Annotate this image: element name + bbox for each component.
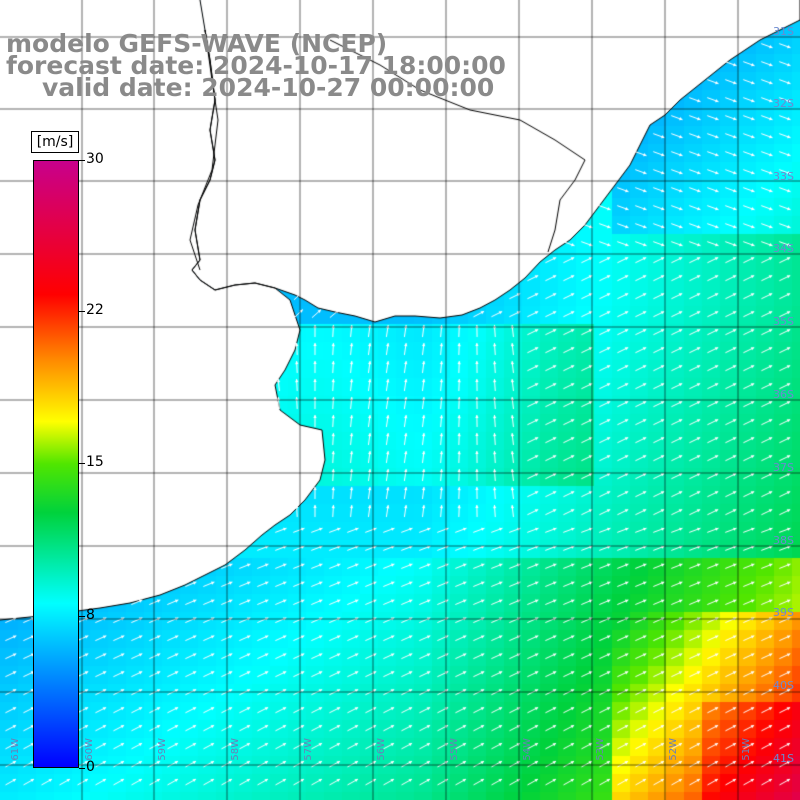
longitude-label: 56W [376,738,387,761]
forecast-date: forecast date: 2024-10-17 18:00:00 [6,51,506,80]
longitude-label: 59W [157,738,168,761]
longitude-label: 53W [595,738,606,761]
colorbar-tick-label: 15 [86,454,104,470]
colorbar-tick-mark [79,616,85,617]
latitude-label: 39S [773,606,794,619]
latitude-label: 32S [773,97,794,110]
longitude-label: 51W [741,738,752,761]
longitude-label: 60W [84,738,95,761]
latitude-label: 38S [773,534,794,547]
longitude-label: 52W [668,738,679,761]
colorbar-tick-label: 8 [86,607,95,623]
model-title: modelo GEFS-WAVE (NCEP) [6,29,388,58]
latitude-label: 41S [773,752,794,765]
colorbar-tick-label: 30 [86,151,104,167]
colorbar-unit: [m/s] [31,131,79,153]
colorbar-tick-mark [79,463,85,464]
colorbar-tick-label: 22 [86,302,104,318]
longitude-label: 54W [522,738,533,761]
latitude-label: 33S [773,170,794,183]
latitude-label: 31S [773,25,794,38]
valid-date: valid date: 2024-10-27 00:00:00 [42,73,495,102]
longitude-label: 57W [303,738,314,761]
colorbar-tick-mark [79,311,85,312]
colorbar [33,160,79,768]
longitude-label: 58W [230,738,241,761]
longitude-label: 61W [10,738,21,761]
colorbar-tick-mark [79,768,85,769]
latitude-label: 40S [773,679,794,692]
longitude-label: 55W [449,738,460,761]
latitude-label: 36S [773,388,794,401]
latitude-label: 37S [773,461,794,474]
colorbar-tick-label: 0 [86,759,95,775]
colorbar-tick-mark [79,160,85,161]
latitude-label: 34S [773,242,794,255]
latitude-label: 35S [773,315,794,328]
